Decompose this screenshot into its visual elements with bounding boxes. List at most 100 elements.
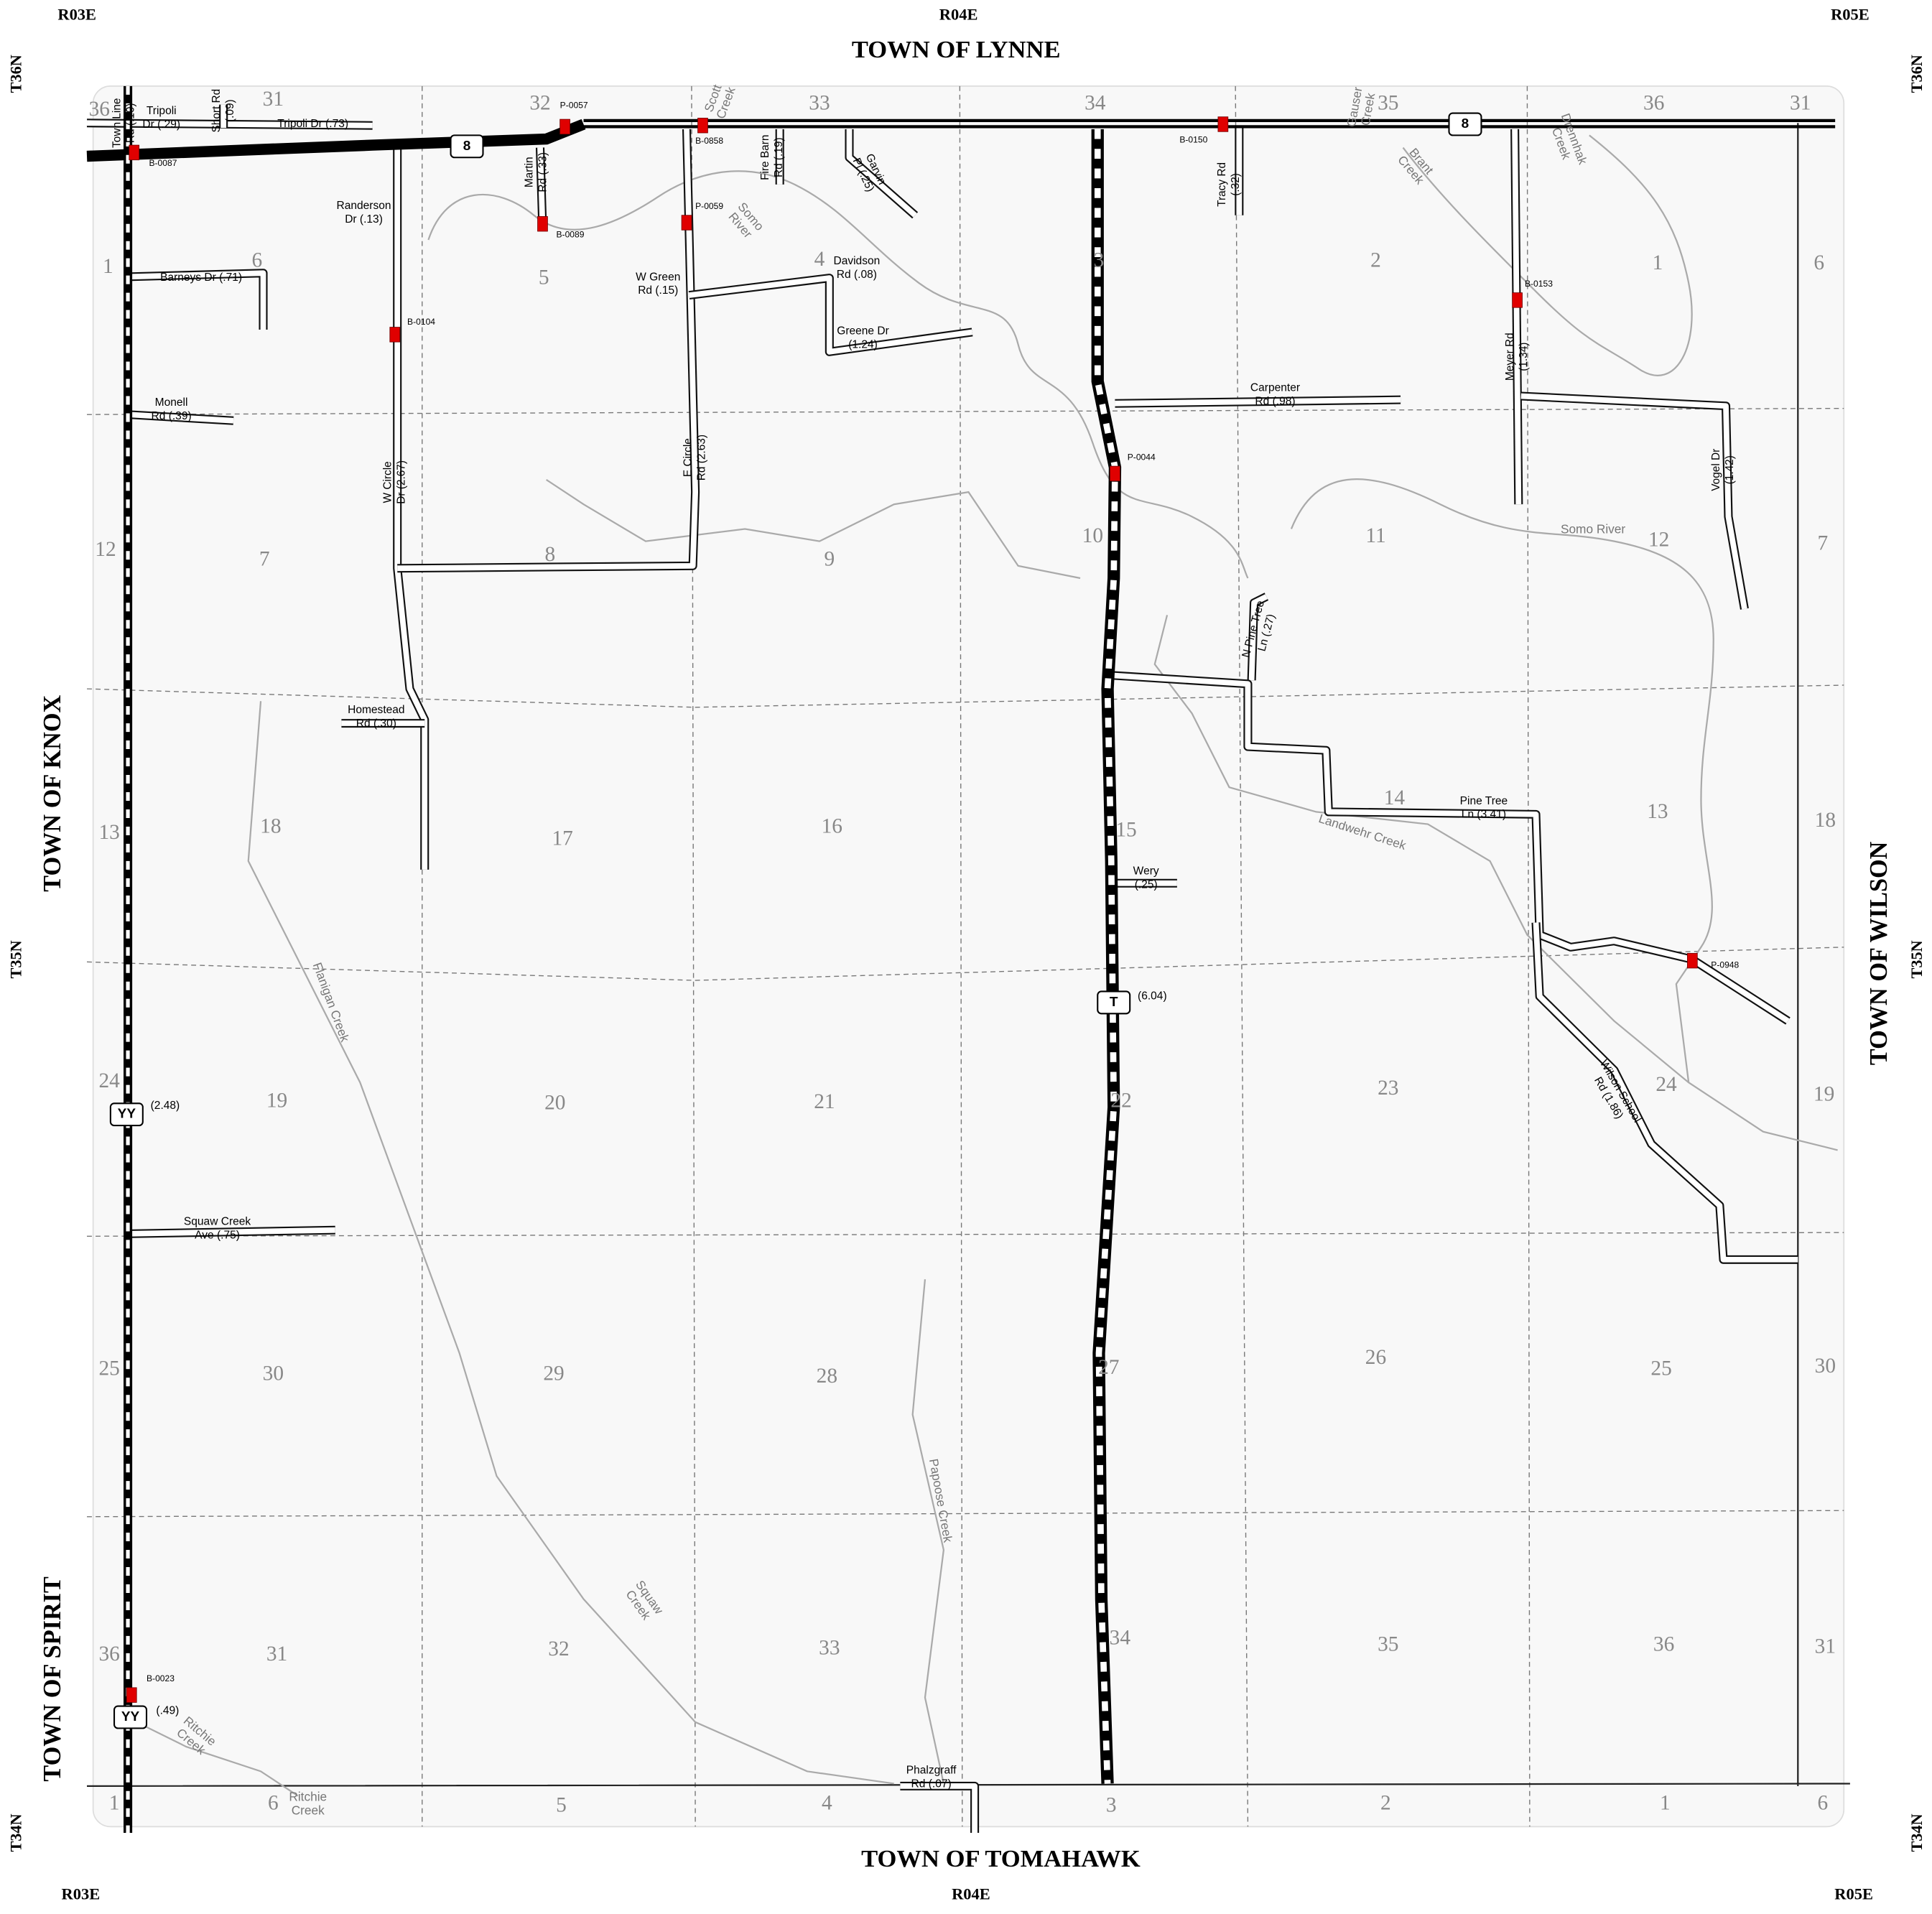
section-number-group: 20 — [544, 1092, 565, 1115]
bridge-marker — [1217, 116, 1229, 132]
bridge-marker — [389, 327, 401, 343]
road-label: (6.04) — [1138, 990, 1167, 1002]
road-label-group: (2.48) — [151, 1100, 180, 1112]
town-name-group: TOWN OF WILSON — [1865, 841, 1892, 1065]
road — [127, 412, 234, 424]
road-label: (.09) — [224, 99, 236, 122]
section-number-group: 24 — [1655, 1073, 1677, 1096]
corner-label-group: R04E — [939, 5, 978, 23]
route-number: T — [1110, 995, 1118, 1010]
road-label: Randerson — [337, 200, 391, 212]
road — [846, 129, 917, 218]
road — [86, 120, 373, 129]
map-frame — [92, 85, 1845, 1828]
road-label: Short Rd — [210, 89, 223, 133]
road-label: Rd (.08) — [837, 269, 877, 281]
corner-label: T34N — [6, 1813, 24, 1852]
road-label: Vogel Dr — [1710, 449, 1722, 491]
bridge-id: B-0087 — [149, 158, 177, 168]
section-number: 31 — [266, 1643, 287, 1666]
bridge-marker — [559, 119, 570, 135]
section-number: 1 — [103, 255, 113, 278]
road-label-group: Davidson Rd (.08) — [833, 255, 880, 281]
section-number-group: 6 — [1818, 1791, 1829, 1814]
corner-label-group: R05E — [1831, 5, 1870, 23]
road-label: (.49) — [156, 1705, 179, 1717]
bridge-id: P-0057 — [560, 101, 588, 111]
road — [1115, 396, 1401, 407]
section-number: 18 — [260, 814, 281, 837]
section-number: 34 — [1085, 91, 1106, 114]
road-label: Greene Dr — [837, 325, 889, 338]
section-number: 2 — [1370, 249, 1381, 272]
section-number: 29 — [543, 1362, 564, 1385]
section-number-group: 2 — [1370, 249, 1381, 272]
route-shield — [1097, 990, 1131, 1015]
road-label: Dr (.13) — [345, 213, 383, 226]
section-number-group: 27 — [1098, 1356, 1119, 1379]
road-label-group: Tracy Rd (.32) — [1216, 162, 1242, 207]
road-label-group: Town Line Rd (.10) — [111, 98, 136, 148]
section-number: 9 — [824, 548, 835, 571]
section-number-group: 12 — [95, 538, 116, 561]
road-label: (2.48) — [151, 1100, 180, 1112]
water-label: Ritchie — [289, 1790, 327, 1804]
town-name-group: TOWN OF SPIRIT — [39, 1576, 66, 1781]
road-label: Dr (2.67) — [395, 460, 407, 504]
road-label: Carpenter — [1250, 382, 1300, 394]
road-label-group: Tripoli Dr (.29) — [142, 105, 180, 131]
bridge-marker — [129, 144, 140, 161]
road-label: Squaw Creek — [184, 1216, 251, 1228]
road — [127, 270, 266, 330]
corner-label-group: T35N — [1908, 940, 1926, 978]
section-number-group: 23 — [1378, 1077, 1398, 1100]
section-number: 5 — [556, 1794, 567, 1817]
section-number: 3 — [1106, 1794, 1117, 1817]
road-label-group: Fire Barn Rd (.19) — [759, 135, 785, 180]
section-number: 18 — [1815, 809, 1836, 832]
corner-label-group: R05E — [1834, 1885, 1873, 1903]
section-number-group: 1 — [103, 255, 113, 278]
section-number: 22 — [1110, 1089, 1131, 1112]
water-label: Creek — [292, 1803, 325, 1818]
road-label-group: Martin Rd (.33) — [523, 152, 549, 192]
bridge-id: P-0059 — [695, 201, 723, 211]
section-number-group: 1 — [1653, 251, 1663, 274]
section-number: 36 — [1643, 91, 1664, 114]
section-number-group: 33 — [809, 91, 830, 114]
section-number: 8 — [545, 543, 556, 566]
section-number-group: 35 — [1378, 1632, 1398, 1655]
road-label: Davidson — [833, 255, 880, 267]
road — [394, 144, 428, 870]
section-number-group: 25 — [1650, 1357, 1671, 1380]
bridge-id: B-0023 — [147, 1673, 175, 1683]
bridge-marker — [537, 216, 548, 232]
section-number: 25 — [98, 1357, 119, 1380]
corner-label-group: T35N — [6, 940, 24, 978]
section-number: 6 — [268, 1791, 279, 1814]
section-number: 17 — [552, 827, 572, 850]
section-number-group: 34 — [1085, 91, 1106, 114]
road-label: Martin — [523, 157, 535, 187]
corner-label: T36N — [1908, 55, 1926, 93]
road-label: (1.24) — [848, 339, 878, 351]
highway-8 — [583, 119, 1836, 129]
road — [1520, 393, 1747, 610]
road-label: Town Line — [111, 98, 123, 148]
road — [397, 129, 699, 572]
road-label-group: (.49) — [156, 1705, 179, 1717]
section-number-group: 28 — [817, 1365, 837, 1388]
corner-label-group: T34N — [6, 1813, 24, 1852]
corner-label: R04E — [939, 5, 978, 23]
section-number: 24 — [98, 1069, 120, 1092]
section-number-group: 7 — [259, 548, 270, 571]
road — [1248, 594, 1268, 681]
road — [900, 1783, 977, 1833]
section-number-group: 6 — [252, 249, 263, 272]
section-number: 11 — [1365, 524, 1385, 547]
route-number: 8 — [463, 139, 471, 154]
town-name-group: TOWN OF KNOX — [39, 695, 66, 892]
section-number-group: 25 — [98, 1357, 119, 1380]
section-number-group: 32 — [529, 91, 550, 114]
